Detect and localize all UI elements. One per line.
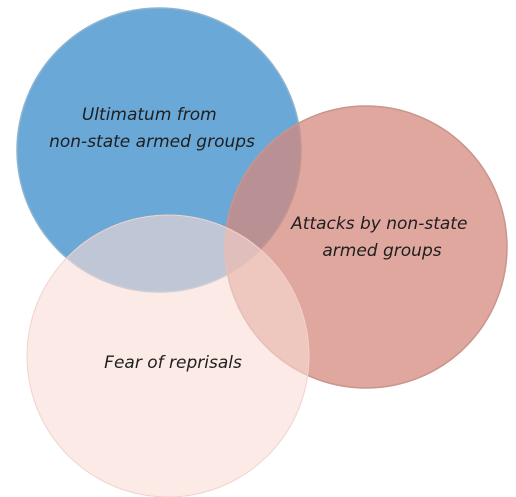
set-label-attacks-line-1: Attacks by non-state [290, 214, 467, 234]
set-label-reprisals-line-1: Fear of reprisals [104, 353, 242, 373]
set-label-ultimatum-line-1: Ultimatum from [82, 105, 217, 125]
set-circle-reprisals [26, 214, 310, 497]
set-label-reprisals: Fear of reprisals [104, 353, 242, 373]
set-label-attacks: Attacks by non-state armed groups [290, 214, 473, 261]
set-label-ultimatum-line-2: non-state armed groups [49, 132, 255, 152]
set-label-attacks-line-2: armed groups [322, 241, 441, 261]
set-label-ultimatum: Ultimatum from non-state armed groups [49, 105, 255, 152]
